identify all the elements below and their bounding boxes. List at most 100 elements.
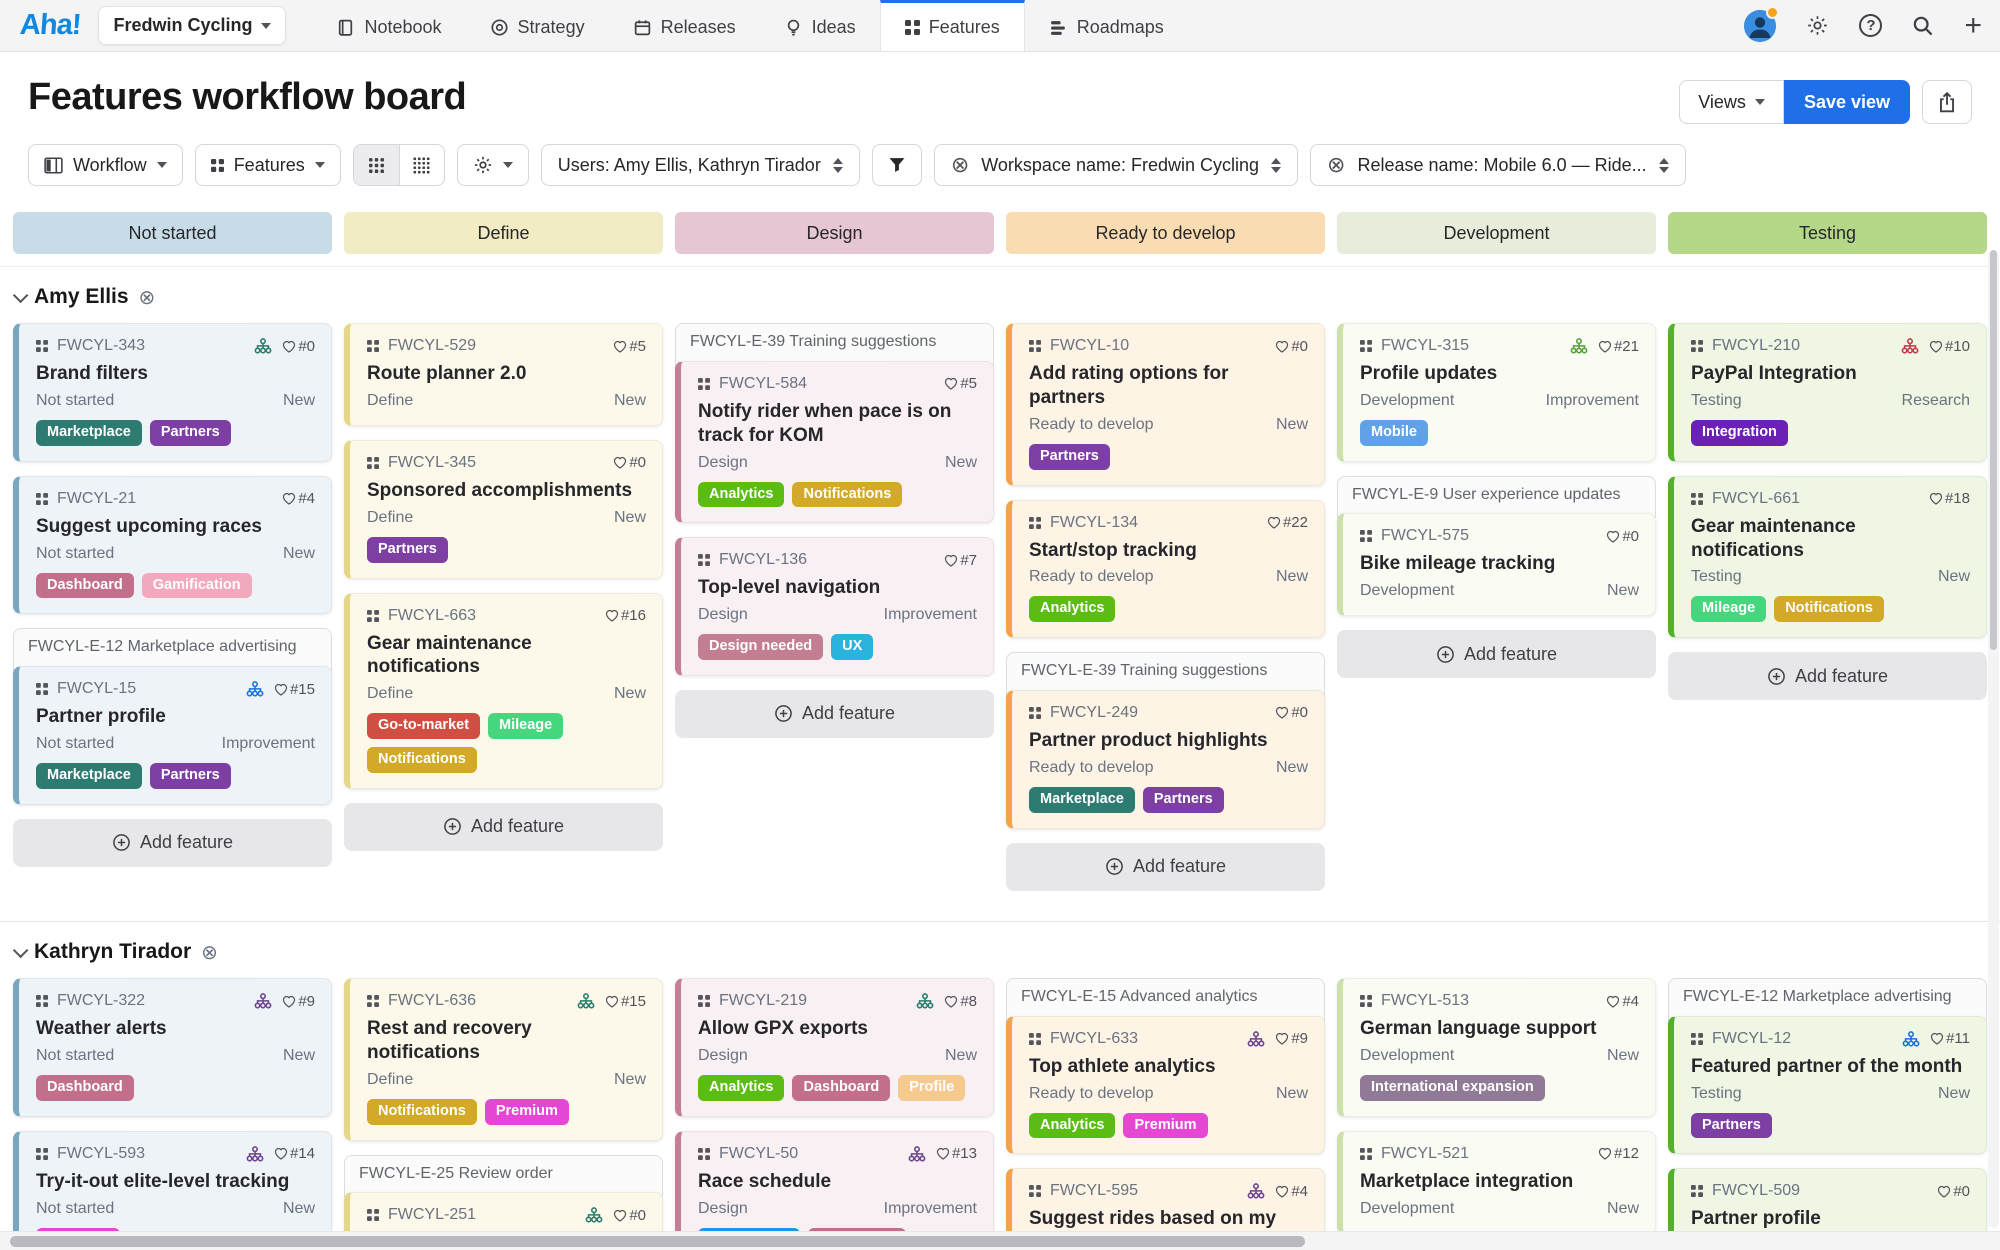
epic-header[interactable]: FWCYL-E-9 User experience updates [1337, 475, 1656, 519]
features-dropdown[interactable]: Features [194, 144, 341, 186]
feature-card[interactable]: FWCYL-219 #8 Allow GPX exports Design New Ana… [675, 978, 994, 1117]
collapse-chevron-icon[interactable] [12, 942, 29, 958]
feature-card[interactable]: FWCYL-15 #15 Partner profile Not started Imp… [13, 666, 332, 805]
feature-card-header: FWCYL-661 #18 [1691, 490, 1970, 508]
tab-strategy[interactable]: Strategy [466, 0, 609, 51]
views-button[interactable]: Views [1679, 80, 1784, 124]
tag: Dashboard [36, 572, 134, 599]
workspace-filter[interactable]: ⊗ Workspace name: Fredwin Cycling [933, 144, 1299, 186]
add-feature-button[interactable]: Add feature [1337, 630, 1656, 679]
add-icon[interactable]: + [1964, 8, 1982, 42]
remove-filter-icon[interactable]: ⊗ [1327, 152, 1346, 177]
epic-header[interactable]: FWCYL-E-25 Review order [344, 1154, 663, 1198]
tab-label: Ideas [811, 16, 856, 37]
add-feature-button[interactable]: Add feature [344, 802, 663, 851]
goal-heart-icon [614, 1209, 627, 1222]
feature-card[interactable]: FWCYL-575 #0 Bike mileage tracking Developm… [1337, 513, 1656, 617]
feature-card[interactable]: FWCYL-513 #4 German language support Develo… [1337, 978, 1656, 1117]
save-view-label: Save view [1803, 91, 1890, 112]
epic-header[interactable]: FWCYL-E-15 Advanced analytics [1006, 978, 1325, 1021]
feature-card-header: FWCYL-134 #22 [1029, 514, 1308, 532]
release-filter[interactable]: ⊗ Release name: Mobile 6.0 — Ride... [1310, 144, 1686, 186]
feature-card[interactable]: FWCYL-315 #21 Profile updates Development Im… [1337, 323, 1656, 462]
card-status: Ready to develop [1029, 1084, 1154, 1102]
add-feature-button[interactable]: Add feature [13, 818, 332, 867]
tab-notebook[interactable]: Notebook [312, 0, 465, 51]
feature-card[interactable]: FWCYL-134 #22 Start/stop tracking Ready to … [1006, 499, 1325, 639]
feature-card[interactable]: FWCYL-210 #10 PayPal Integration Testing Res… [1668, 323, 1987, 462]
feature-card[interactable]: FWCYL-584 #5 Notify rider when pace is on … [675, 360, 994, 524]
card-tags: Analytics Dashboard Profile [698, 1074, 977, 1101]
help-icon[interactable]: ? [1859, 14, 1883, 37]
feature-card[interactable]: FWCYL-636 #15 Rest and recovery notificati… [344, 978, 663, 1141]
card-type: New [613, 685, 646, 703]
add-feature-button[interactable]: Add feature [675, 689, 994, 738]
collapse-chevron-icon[interactable] [12, 287, 29, 303]
board-settings-dropdown[interactable] [456, 144, 529, 186]
add-feature-button[interactable]: Add feature [1668, 652, 1987, 701]
epic-header[interactable]: FWCYL-E-39 Training suggestions [1006, 652, 1325, 695]
goal-count-value: #14 [289, 1145, 315, 1163]
tab-roadmaps[interactable]: Roadmaps [1025, 0, 1188, 51]
user-avatar[interactable] [1744, 5, 1780, 42]
card-tags: Partners [367, 536, 646, 563]
card-size-small-button[interactable] [398, 145, 444, 185]
card-size-large-button[interactable] [353, 145, 399, 185]
epic-header[interactable]: FWCYL-E-12 Marketplace advertising [13, 628, 332, 672]
filter-button[interactable] [871, 144, 922, 186]
vertical-scrollbar-thumb[interactable] [1990, 250, 1997, 650]
goal-count: #11 [1929, 1030, 1970, 1047]
card-title: German language support [1360, 1018, 1597, 1039]
tab-releases[interactable]: Releases [609, 0, 760, 51]
feature-card[interactable]: FWCYL-136 #7 Top-level navigation Design Imp… [675, 537, 994, 676]
users-filter[interactable]: Users: Amy Ellis, Kathryn Tirador [540, 144, 860, 186]
feature-card-header: FWCYL-210 #10 [1691, 337, 1970, 355]
feature-card[interactable]: FWCYL-529 #5 Route planner 2.0 Define New [344, 323, 663, 426]
tab-ideas[interactable]: Ideas [760, 0, 880, 51]
board-toolbar: Workflow Features Users: Amy Ellis, Kath… [0, 124, 2000, 186]
search-icon[interactable] [1912, 15, 1934, 37]
settings-gear-icon[interactable] [1806, 14, 1829, 37]
remove-filter-icon[interactable]: ⊗ [950, 152, 970, 177]
goal-heart-icon [1276, 1033, 1289, 1046]
feature-card[interactable]: FWCYL-10 #0 Add rating options for partner… [1006, 323, 1325, 486]
feature-card[interactable]: FWCYL-343 #0 Brand filters Not started New Ma… [13, 323, 332, 462]
card-type: New [613, 1070, 646, 1088]
epic-header[interactable]: FWCYL-E-39 Training suggestions [675, 323, 994, 366]
workflow-dropdown[interactable]: Workflow [28, 144, 183, 186]
feature-card[interactable]: FWCYL-663 #16 Gear maintenance notificatio… [344, 592, 663, 789]
remove-swimlane-icon[interactable]: ⊗ [138, 286, 156, 309]
horizontal-scrollbar[interactable] [0, 1231, 2000, 1250]
feature-card[interactable]: FWCYL-21 #4 Suggest upcoming races Not star… [13, 475, 332, 615]
add-feature-button[interactable]: Add feature [1006, 842, 1325, 891]
vertical-scrollbar[interactable] [1988, 250, 1999, 1228]
goal-count-value: #4 [1622, 992, 1639, 1010]
feature-card[interactable]: FWCYL-322 #9 Weather alerts Not started New D… [13, 978, 332, 1117]
card-meta: Development Improvement [1360, 392, 1639, 410]
feature-card[interactable]: FWCYL-12 #11 Featured partner of the month… [1668, 1015, 1987, 1155]
card-status: Testing [1691, 568, 1742, 586]
initiative-icon [1901, 338, 1919, 354]
share-button[interactable] [1922, 80, 1972, 124]
feature-grid-icon [1029, 516, 1041, 529]
feature-card[interactable]: FWCYL-661 #18 Gear maintenance notificatio… [1668, 475, 1987, 639]
goal-heart-icon [1267, 516, 1281, 529]
feature-card[interactable]: FWCYL-633 #9 Top athlete analytics Ready to… [1006, 1015, 1325, 1155]
goal-heart-icon [945, 995, 958, 1008]
epic-header[interactable]: FWCYL-E-12 Marketplace advertising [1668, 978, 1987, 1021]
feature-card-header: FWCYL-593 #14 [36, 1145, 315, 1163]
tag: UX [831, 634, 874, 660]
board-lanes: Amy Ellis ⊗ FWCYL-343 #0 Brand filters Not st… [0, 267, 2000, 1250]
save-view-button[interactable]: Save view [1783, 80, 1910, 124]
card-meta: Define New [367, 392, 646, 410]
horizontal-scrollbar-thumb[interactable] [10, 1236, 1305, 1247]
goal-count-value: #7 [960, 551, 977, 569]
feature-card[interactable]: FWCYL-249 #0 Partner product highlights Rea… [1006, 689, 1325, 829]
initiative-icon [246, 681, 264, 697]
card-title: Brand filters [36, 363, 148, 384]
workspace-selector[interactable]: Fredwin Cycling [98, 6, 287, 45]
feature-card[interactable]: FWCYL-521 #12 Marketplace integration Devel… [1337, 1130, 1656, 1234]
tab-features[interactable]: Features [879, 0, 1025, 51]
remove-swimlane-icon[interactable]: ⊗ [201, 941, 218, 964]
feature-card[interactable]: FWCYL-345 #0 Sponsored accomplishments Defi… [344, 439, 663, 579]
